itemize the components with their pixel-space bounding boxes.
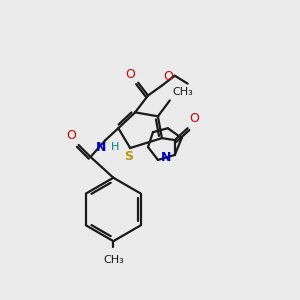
Text: N: N [96,141,106,154]
Text: O: O [163,70,173,83]
Text: O: O [66,129,76,142]
Text: CH₃: CH₃ [103,255,124,265]
Text: N: N [160,152,171,164]
Text: S: S [124,150,133,164]
Text: CH₃: CH₃ [173,88,194,98]
Text: O: O [190,112,200,125]
Text: O: O [125,68,135,81]
Text: H: H [111,142,120,152]
